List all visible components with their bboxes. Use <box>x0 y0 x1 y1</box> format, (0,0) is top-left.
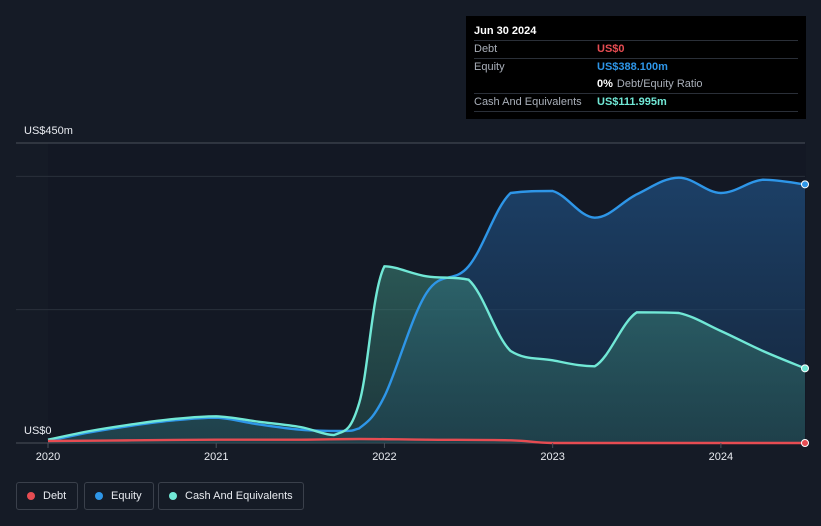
debt-dot-icon <box>27 492 35 500</box>
legend-cash-label: Cash And Equivalents <box>185 490 293 502</box>
tooltip-ratio-row: 0% Debt/Equity Ratio <box>474 76 798 93</box>
cash-area <box>48 266 805 443</box>
legend-cash[interactable]: Cash And Equivalents <box>158 482 304 510</box>
tooltip-debt-value: US$0 <box>597 43 625 55</box>
cash-end-marker <box>801 364 809 373</box>
tooltip-debt-label: Debt <box>474 43 498 55</box>
legend-debt[interactable]: Debt <box>16 482 78 510</box>
equity-line <box>47 176 806 443</box>
debt-end-marker <box>801 439 809 447</box>
x-tick-label: 2024 <box>709 451 733 463</box>
tooltip-debt-row: Debt US$0 <box>474 40 798 58</box>
legend-equity-label: Equity <box>111 490 142 502</box>
tooltip-equity-value: US$388.100m <box>597 61 668 73</box>
cash-dot-icon <box>169 492 177 500</box>
x-axis-ticks: 2020 2021 2022 2023 2024 <box>36 443 733 463</box>
y-axis-bottom-label: US$0 <box>24 425 52 437</box>
legend-debt-label: Debt <box>43 490 67 502</box>
x-tick-label: 2023 <box>540 451 564 463</box>
tooltip-panel: Jun 30 2024 Debt US$0 Equity US$388.100m… <box>466 16 806 119</box>
debt-line <box>47 437 805 445</box>
y-axis-top-label: US$450m <box>24 125 73 137</box>
x-tick-label: 2022 <box>372 451 396 463</box>
tooltip-ratio-value: 0% <box>597 78 613 90</box>
legend-equity[interactable]: Equity <box>84 482 154 510</box>
tooltip-date: Jun 30 2024 <box>474 25 537 37</box>
cash-line <box>47 265 806 441</box>
tooltip-cash-row: Cash And Equivalents US$111.995m <box>474 93 798 112</box>
tooltip-equity-label: Equity <box>474 61 505 73</box>
tooltip-ratio-label: Debt/Equity Ratio <box>616 78 703 90</box>
x-tick-label: 2021 <box>204 451 228 463</box>
tooltip-cash-label: Cash And Equivalents <box>474 96 582 108</box>
equity-dot-icon <box>95 492 103 500</box>
equity-end-marker <box>801 180 809 189</box>
tooltip-equity-row: Equity US$388.100m <box>474 58 798 76</box>
x-tick-label: 2020 <box>36 451 60 463</box>
tooltip-cash-value: US$111.995m <box>597 96 667 108</box>
